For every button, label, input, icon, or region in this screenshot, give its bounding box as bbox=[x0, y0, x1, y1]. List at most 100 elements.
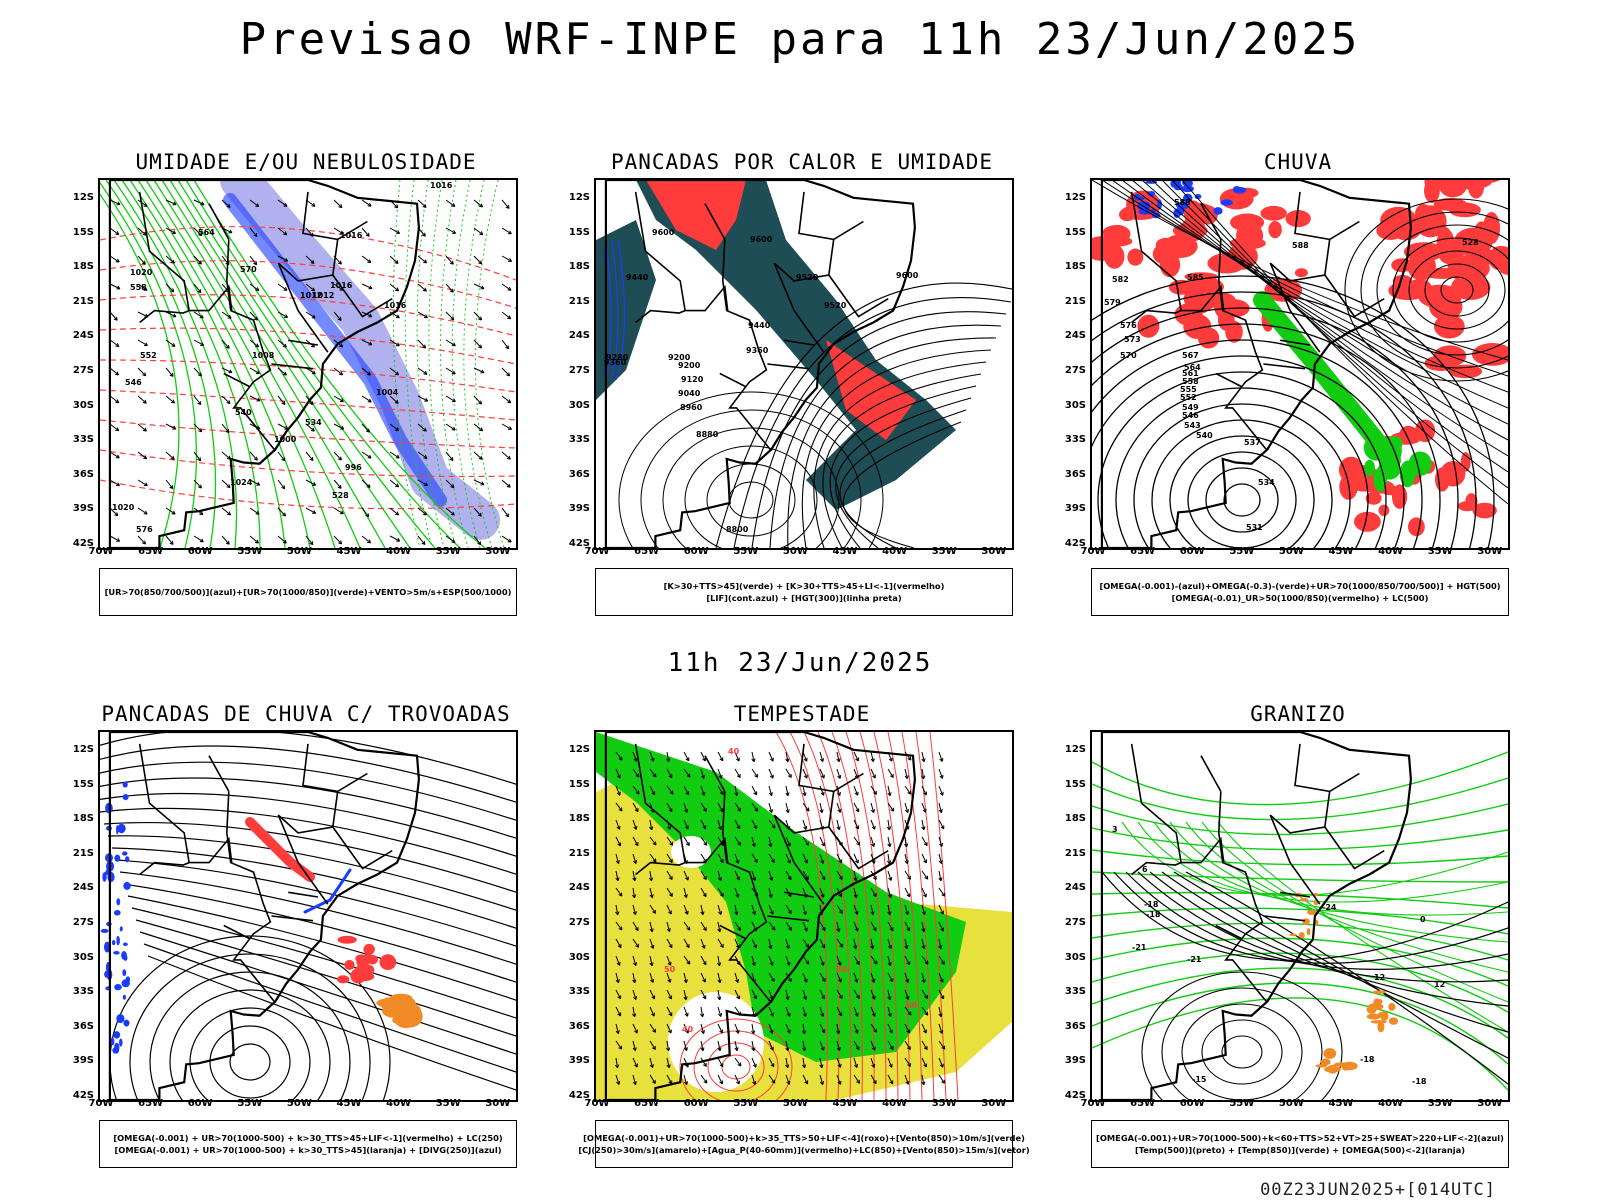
wind-vector bbox=[768, 768, 774, 779]
wind-vector bbox=[853, 1074, 860, 1084]
wind-vector bbox=[700, 887, 707, 897]
border-line bbox=[773, 239, 835, 282]
divg-blue-cells-cell bbox=[113, 909, 121, 916]
wind-vector-head bbox=[451, 342, 456, 347]
wind-vector-head bbox=[719, 1029, 724, 1034]
wind-vector bbox=[389, 255, 399, 264]
contour-label: 546 bbox=[125, 378, 142, 387]
wind-vector bbox=[768, 802, 773, 813]
wind-vector bbox=[389, 535, 400, 542]
wind-vector-head bbox=[821, 927, 826, 932]
wind-vector bbox=[473, 367, 485, 374]
wind-vector-head bbox=[803, 774, 808, 779]
omega500-orange-cells-cell bbox=[1306, 928, 1311, 936]
wind-vector bbox=[649, 955, 653, 966]
wind-vector-head bbox=[172, 230, 176, 234]
wind-vector-head bbox=[507, 315, 512, 320]
wind-vector bbox=[870, 955, 878, 965]
wind-vector-head bbox=[836, 758, 841, 763]
wind-vector-head bbox=[889, 1080, 894, 1085]
wind-vector-head bbox=[651, 1012, 655, 1017]
contour-label: -18 bbox=[1412, 1077, 1427, 1086]
border-line bbox=[223, 924, 250, 940]
wind-vector-head bbox=[449, 260, 454, 265]
wind-vector-head bbox=[170, 455, 175, 460]
temp850-contours-line bbox=[1092, 952, 1508, 1013]
wind-vector bbox=[785, 1057, 789, 1068]
map-basemap bbox=[1100, 180, 1413, 548]
mid-title: 11h 23/Jun/2025 bbox=[667, 648, 933, 678]
hgt500-low-ring bbox=[1097, 371, 1387, 548]
wind-vector-head bbox=[854, 1012, 859, 1017]
wind-vector bbox=[921, 836, 928, 846]
contour-label: 40 bbox=[728, 747, 740, 756]
lc850-red-streamlines-line bbox=[873, 732, 911, 1100]
wind-vector-head bbox=[787, 876, 792, 881]
wind-vector-head bbox=[769, 1029, 774, 1034]
wind-vector-head bbox=[227, 314, 232, 319]
wind-vector-head bbox=[787, 773, 792, 778]
wind-vector-head bbox=[751, 1030, 756, 1035]
contour-label: 9440 bbox=[748, 321, 771, 330]
omega500-orange-cells-2 bbox=[1366, 990, 1399, 1033]
wind-vector-head bbox=[888, 894, 893, 898]
rh-low-contours-line bbox=[105, 180, 217, 548]
pressure-green-lines-line bbox=[474, 180, 505, 548]
wind-vector-head bbox=[922, 808, 927, 813]
border-line bbox=[302, 743, 368, 793]
wind-vector-head bbox=[478, 260, 483, 265]
wind-vector-head bbox=[422, 427, 427, 432]
map-panel: -18 -18 -21 -21 -24 12 12 -15 -18 -18 0 3 6 bbox=[1090, 730, 1510, 1102]
lc250-low-ring bbox=[129, 953, 371, 1100]
temp500-contours-line bbox=[1185, 871, 1508, 1085]
wind-vector-head bbox=[923, 1046, 928, 1051]
wind-vector-head bbox=[938, 860, 943, 865]
wind-vector-head bbox=[652, 1028, 657, 1033]
wind-vector-head bbox=[651, 995, 656, 1000]
wind-vector bbox=[445, 311, 455, 321]
border-line bbox=[1130, 743, 1182, 863]
wind-vector bbox=[819, 785, 825, 796]
wind-vector bbox=[137, 199, 148, 207]
hgt300-low bbox=[618, 391, 884, 548]
wind-vector bbox=[870, 819, 876, 830]
wind-vector-head bbox=[887, 1013, 892, 1017]
map-basemap bbox=[108, 732, 421, 1100]
wind-vector bbox=[501, 451, 511, 460]
wind-vector-head bbox=[921, 911, 926, 915]
wind-vector bbox=[473, 451, 483, 460]
divg-blue-cells-cell bbox=[112, 1047, 120, 1054]
wind-vector bbox=[683, 1074, 688, 1085]
lc250-streamlines-line bbox=[123, 883, 516, 983]
wind-vector bbox=[700, 785, 705, 796]
legend-line: [OMEGA(-0.01)_UR>50(1000/850)(vermelho) … bbox=[1171, 593, 1429, 603]
wind-vector-head bbox=[836, 1047, 841, 1051]
wind-vector bbox=[921, 938, 925, 949]
temp500-contours-line bbox=[1149, 871, 1508, 1007]
contour-label: 996 bbox=[345, 463, 362, 472]
storm-red-cells-cell bbox=[336, 975, 350, 984]
temp500-contours-line bbox=[1137, 871, 1508, 983]
wind-vector bbox=[632, 819, 637, 830]
wind-vector-head bbox=[141, 260, 146, 265]
wind-vector bbox=[819, 972, 826, 982]
wind-vector bbox=[938, 1023, 943, 1034]
wind-vector-head bbox=[754, 807, 759, 812]
wind-vector-head bbox=[684, 910, 689, 915]
wind-vector bbox=[853, 870, 857, 881]
contour-label: 3 bbox=[1112, 825, 1118, 834]
wind-vector bbox=[615, 853, 620, 864]
lon-tick-label: 45W bbox=[336, 546, 362, 557]
temp500-low-ring bbox=[1221, 1035, 1263, 1069]
wind-vector bbox=[751, 938, 757, 949]
wind-vector-head bbox=[616, 1080, 621, 1085]
wind-vector-head bbox=[938, 945, 943, 950]
contour-label: 9280 bbox=[606, 353, 629, 362]
wind-vector bbox=[785, 768, 792, 778]
lc250-streamlines-line bbox=[139, 931, 516, 1055]
wind-vector bbox=[193, 535, 204, 543]
wind-vector bbox=[193, 395, 202, 405]
wind-vector bbox=[785, 955, 790, 966]
wind-vector-head bbox=[836, 792, 842, 796]
wind-vector-head bbox=[752, 1063, 757, 1068]
